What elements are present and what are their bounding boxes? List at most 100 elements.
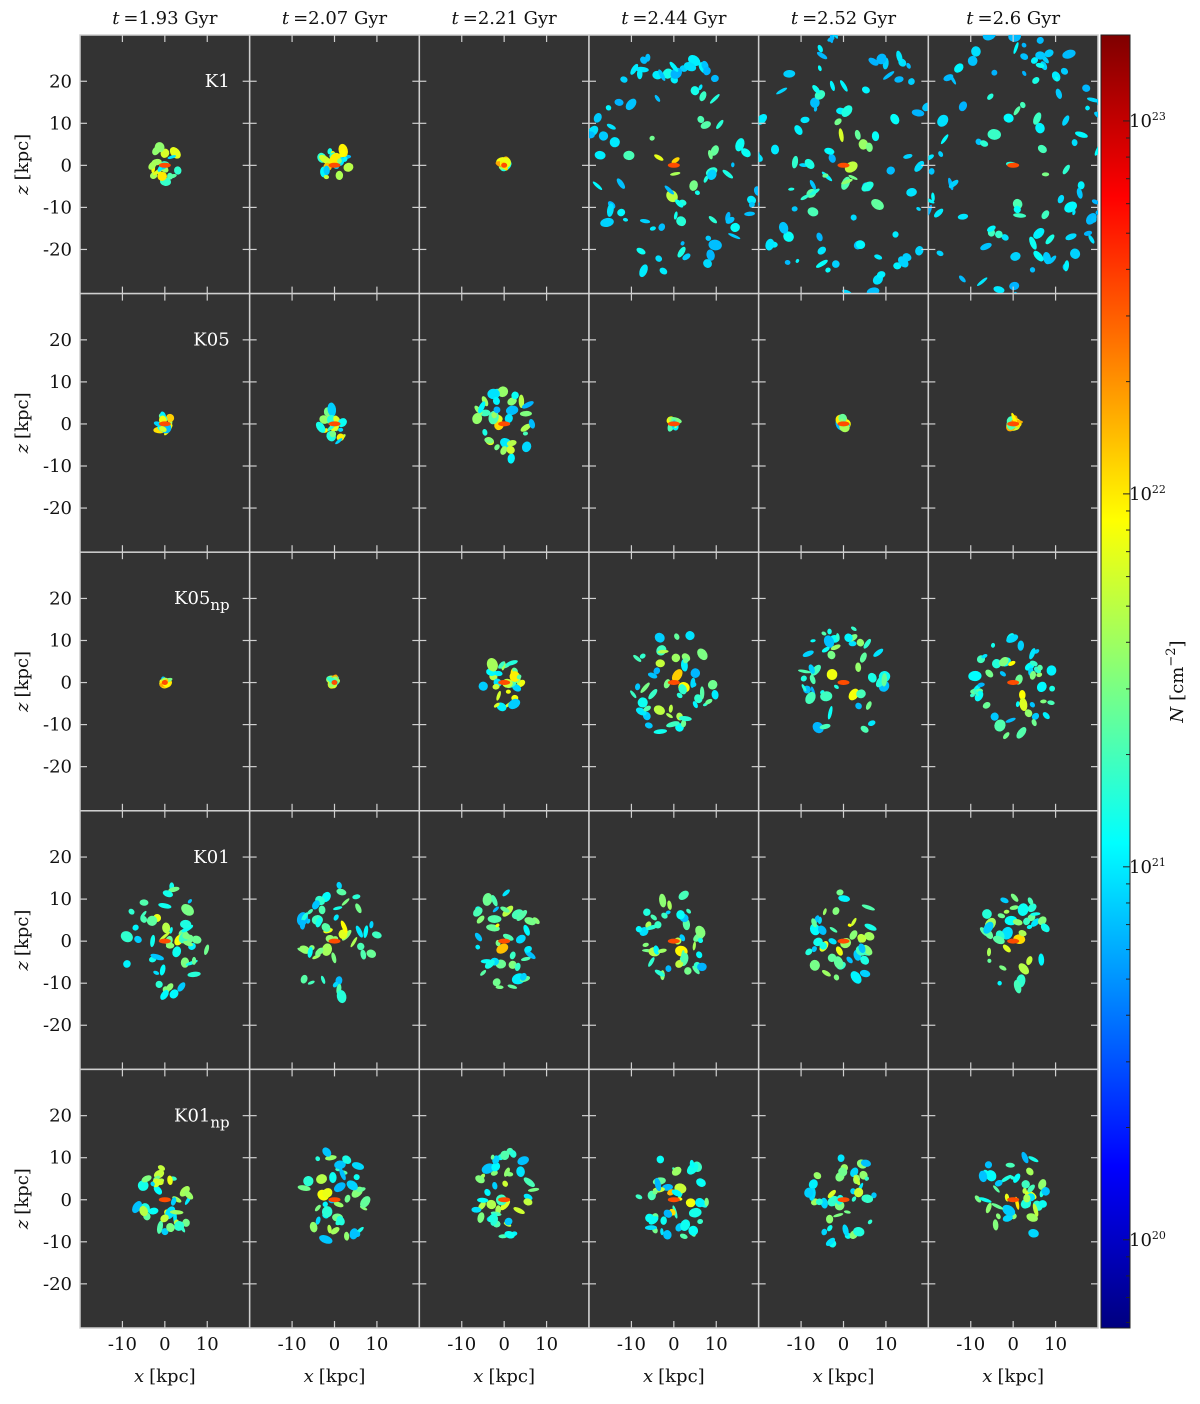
gas-blob xyxy=(853,1187,864,1198)
gas-blob xyxy=(481,396,489,407)
gas-blob xyxy=(850,917,857,927)
gas-blob xyxy=(1041,210,1050,220)
x-axis-label: x [kpc] xyxy=(643,1366,705,1387)
gas-blob xyxy=(1021,1151,1029,1164)
gas-blob xyxy=(1001,234,1009,241)
gas-blob xyxy=(520,423,531,432)
gas-blob xyxy=(666,713,673,719)
colorbar-tick-label: 1020 xyxy=(1129,1229,1166,1251)
gas-blob xyxy=(643,908,651,916)
gas-blob xyxy=(532,917,540,925)
panel-image xyxy=(148,142,182,186)
gas-blob xyxy=(1021,1180,1030,1189)
gas-blob xyxy=(804,158,815,170)
gas-blob xyxy=(817,925,827,935)
gas-blob xyxy=(492,1181,498,1190)
gas-blob xyxy=(1070,248,1081,259)
gas-blob xyxy=(987,225,996,232)
gas-blob xyxy=(860,725,869,733)
gas-blob xyxy=(688,1225,699,1236)
gas-blob xyxy=(748,201,755,208)
gas-core xyxy=(158,938,171,944)
gas-blob xyxy=(670,171,681,176)
gas-blob xyxy=(710,145,719,156)
gas-blob xyxy=(620,76,628,83)
panel-image xyxy=(666,416,682,432)
gas-blob xyxy=(813,106,818,112)
gas-blob xyxy=(491,412,497,419)
gas-blob xyxy=(369,921,374,929)
gas-blob xyxy=(159,426,167,433)
gas-core xyxy=(837,680,850,685)
gas-blob xyxy=(1018,930,1027,937)
gas-core xyxy=(328,1197,341,1203)
axis-symbol: x xyxy=(134,1366,144,1387)
gas-core xyxy=(501,162,508,168)
gas-blob xyxy=(182,932,191,940)
gas-blob xyxy=(863,638,872,649)
gas-blob xyxy=(692,965,700,975)
gas-blob xyxy=(162,922,171,934)
model-name: K1 xyxy=(205,71,230,92)
gas-blob xyxy=(861,181,874,192)
gas-blob xyxy=(507,984,518,989)
gas-blob xyxy=(640,682,650,693)
gas-blob xyxy=(816,51,828,60)
gas-blob xyxy=(363,925,369,939)
gas-blob xyxy=(855,240,866,249)
gas-blob xyxy=(1094,144,1098,156)
gas-blob xyxy=(497,386,509,398)
gas-blob xyxy=(911,109,925,117)
gas-blob xyxy=(523,924,530,936)
gas-blob xyxy=(315,917,323,928)
gas-blob xyxy=(314,1204,321,1212)
gas-blob xyxy=(908,78,915,85)
gas-blob xyxy=(333,914,339,921)
colorbar-symbol: N xyxy=(1167,706,1188,724)
gas-blob xyxy=(1027,897,1034,905)
gas-blob xyxy=(992,1219,999,1231)
gas-blob xyxy=(876,53,887,65)
gas-blob xyxy=(976,277,988,286)
gas-core xyxy=(331,680,338,685)
gas-blob xyxy=(322,1201,328,1207)
gas-blob xyxy=(982,701,991,709)
y-tick-label: 0 xyxy=(61,414,72,435)
gas-blob xyxy=(828,938,837,945)
gas-blob xyxy=(1003,732,1010,740)
gas-blob xyxy=(486,658,498,672)
gas-blob xyxy=(1030,912,1041,916)
gas-blob xyxy=(827,1225,833,1232)
gas-blob xyxy=(344,1194,351,1203)
gas-blob xyxy=(653,945,660,955)
gas-blob xyxy=(861,1194,874,1203)
gas-blob xyxy=(1019,697,1028,712)
gas-blob xyxy=(339,1168,346,1181)
gas-blob xyxy=(809,959,820,971)
gas-blob xyxy=(522,431,528,436)
gas-blob xyxy=(680,241,685,246)
gas-blob xyxy=(999,965,1007,971)
axis-symbol: x xyxy=(643,1366,653,1387)
gas-blob xyxy=(821,969,831,977)
gas-blob xyxy=(741,148,751,158)
gas-blob xyxy=(1020,101,1026,109)
panel-image xyxy=(589,53,759,278)
colorbar-tick-label: 1021 xyxy=(1129,856,1166,878)
gas-blob xyxy=(1003,113,1014,123)
gas-blob xyxy=(1064,201,1077,213)
gas-blob xyxy=(1041,172,1050,177)
gas-blob xyxy=(477,1212,485,1223)
gas-blob xyxy=(594,150,606,160)
gas-blob xyxy=(990,642,996,648)
gas-blob xyxy=(152,146,160,156)
gas-blob xyxy=(503,1167,510,1177)
gas-blob xyxy=(986,947,992,957)
gas-blob xyxy=(490,1154,495,1160)
gas-blob xyxy=(865,142,873,152)
y-axis-label: z [kpc] xyxy=(12,651,33,713)
gas-blob xyxy=(689,180,698,191)
gas-blob xyxy=(987,93,994,100)
gas-blob xyxy=(482,893,493,906)
gas-blob xyxy=(519,410,532,417)
